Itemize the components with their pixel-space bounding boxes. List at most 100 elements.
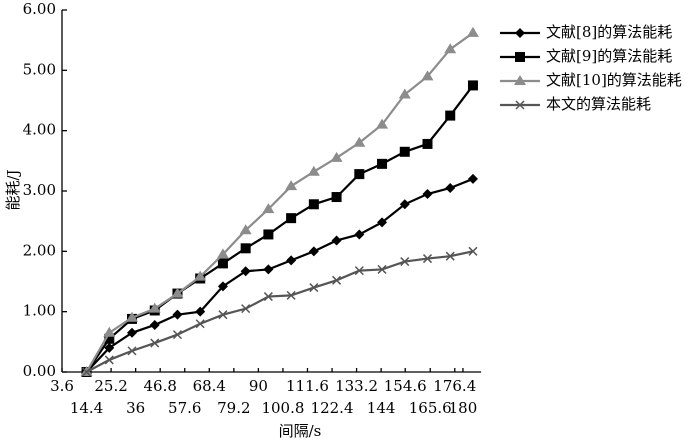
data-point — [467, 173, 478, 184]
x-axis-label: 间隔/s — [279, 422, 322, 440]
data-point — [104, 355, 114, 365]
legend-marker — [515, 100, 525, 110]
data-point — [126, 311, 139, 322]
data-point — [376, 118, 389, 129]
series-line — [85, 32, 474, 373]
data-point — [377, 158, 388, 169]
y-tick-label: 2.00 — [23, 241, 56, 259]
data-point — [308, 199, 319, 210]
y-axis-label: 能耗/J — [4, 169, 22, 210]
data-point — [216, 248, 229, 259]
legend-label: 本文的算法能耗 — [546, 95, 651, 113]
data-point — [194, 270, 207, 281]
data-point — [354, 169, 365, 180]
data-point — [148, 302, 161, 313]
data-point — [354, 229, 365, 240]
data-point — [331, 192, 342, 203]
legend-label: 文献[9]的算法能耗 — [546, 47, 672, 65]
y-tick-label: 0.00 — [23, 362, 56, 380]
data-point — [332, 275, 342, 285]
legend-marker — [515, 52, 525, 62]
data-point — [331, 235, 342, 246]
legend-marker — [515, 28, 525, 38]
data-point — [377, 217, 388, 228]
legend-marker — [514, 75, 526, 85]
data-point — [262, 203, 275, 214]
data-point — [309, 283, 319, 293]
y-tick-label: 6.00 — [23, 0, 56, 18]
x-tick-label: 154.6 — [384, 377, 427, 395]
data-point — [285, 180, 298, 191]
data-point — [171, 287, 184, 298]
data-point — [218, 310, 228, 320]
data-point — [127, 327, 138, 338]
data-point — [127, 346, 137, 356]
data-point — [398, 88, 411, 99]
x-tick-label: 25.2 — [94, 377, 127, 395]
data-point — [422, 138, 433, 149]
data-point — [240, 243, 251, 254]
data-point — [82, 367, 92, 377]
data-point — [444, 43, 457, 54]
data-point — [195, 319, 205, 329]
data-point — [172, 330, 182, 340]
data-point — [468, 246, 478, 256]
x-tick-label: 68.4 — [193, 377, 226, 395]
x-tick-label: 36 — [126, 399, 145, 417]
data-point — [240, 266, 251, 277]
y-tick-label: 4.00 — [23, 121, 56, 139]
x-tick-label: 133.2 — [335, 377, 378, 395]
data-point — [354, 266, 364, 276]
x-tick-label: 180 — [449, 399, 478, 417]
data-point — [286, 213, 297, 224]
x-tick-label: 176.4 — [433, 377, 476, 395]
x-tick-label: 100.8 — [261, 399, 304, 417]
data-point — [422, 189, 433, 200]
data-point — [422, 254, 433, 264]
data-point — [421, 70, 434, 81]
legend-label: 文献[10]的算法能耗 — [546, 71, 682, 89]
data-point — [445, 251, 455, 261]
data-point — [150, 338, 160, 348]
data-point — [172, 309, 183, 320]
data-point — [286, 255, 297, 266]
data-point — [400, 257, 410, 267]
data-point — [263, 264, 274, 275]
data-point — [263, 229, 274, 240]
x-tick-label: 14.4 — [70, 399, 103, 417]
x-tick-label: 144 — [367, 399, 396, 417]
legend-label: 文献[8]的算法能耗 — [546, 23, 672, 41]
y-tick-label: 3.00 — [23, 181, 56, 199]
x-tick-label: 90 — [249, 377, 268, 395]
series-line — [86, 250, 474, 373]
data-point — [149, 319, 160, 330]
data-point — [330, 151, 343, 162]
x-tick-label: 165.6 — [409, 399, 452, 417]
x-tick-label: 46.8 — [143, 377, 176, 395]
x-tick-label: 79.2 — [217, 399, 250, 417]
data-point — [104, 333, 115, 344]
data-point — [104, 342, 115, 353]
x-tick-label: 122.4 — [311, 399, 354, 417]
data-point — [467, 80, 478, 91]
x-tick-label: 57.6 — [168, 399, 201, 417]
data-point — [307, 165, 320, 176]
data-point — [308, 246, 319, 257]
data-point — [286, 290, 296, 300]
series-line — [85, 177, 474, 373]
data-point — [217, 281, 228, 292]
data-point — [241, 304, 251, 314]
data-point — [217, 258, 228, 269]
data-point — [239, 224, 252, 235]
data-point — [103, 326, 116, 337]
y-tick-label: 5.00 — [23, 60, 56, 78]
data-point — [377, 264, 387, 274]
data-point — [399, 146, 410, 157]
data-point — [445, 182, 456, 193]
data-point — [353, 136, 366, 147]
data-point — [466, 26, 479, 37]
data-point — [445, 110, 456, 121]
x-tick-label: 111.6 — [286, 377, 329, 395]
data-point — [195, 306, 206, 317]
